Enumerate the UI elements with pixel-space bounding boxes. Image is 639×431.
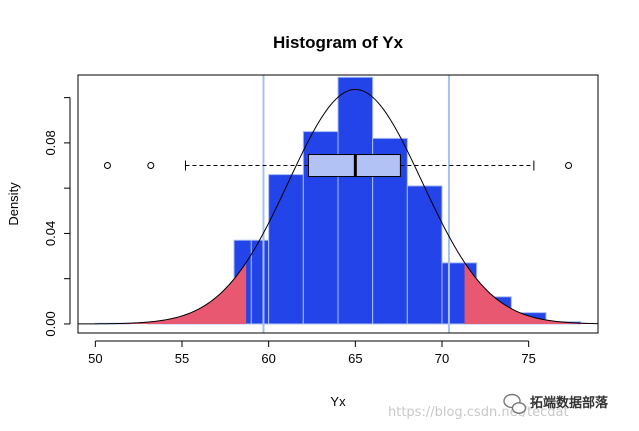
chart-title: Histogram of Yx — [273, 33, 404, 52]
histogram-bar — [406, 185, 443, 325]
boxplot — [103, 154, 573, 178]
density-curve — [77, 88, 599, 325]
x-tick-label: 70 — [435, 351, 449, 366]
y-tick-label: 0.04 — [43, 221, 58, 246]
left-tail-region — [78, 262, 247, 324]
boxplot-outlier — [103, 162, 111, 170]
x-tick-label: 55 — [175, 351, 189, 366]
density-curve-layer — [77, 88, 599, 325]
watermark: https://blog.csdn.net/tecdat 拓端数据部落 — [388, 393, 609, 420]
x-tick-label: 65 — [348, 351, 362, 366]
boxplot-outlier — [147, 162, 155, 170]
right-tail-region — [464, 262, 598, 324]
x-tick-label: 75 — [521, 351, 535, 366]
histogram-bar — [268, 174, 304, 325]
tail-regions — [78, 262, 598, 324]
histogram-bar — [337, 76, 374, 325]
y-axis: 0.00 0.04 0.08 — [43, 97, 71, 337]
x-axis: 50 55 60 65 70 75 — [88, 340, 536, 366]
x-tick-label: 60 — [261, 351, 275, 366]
y-tick-label: 0.00 — [43, 311, 58, 336]
x-axis-label: Yx — [330, 394, 346, 409]
reference-lines — [262, 75, 450, 333]
watermark-brand: 拓端数据部落 — [530, 395, 609, 411]
y-tick-label: 0.08 — [43, 130, 58, 155]
histogram-bar — [250, 239, 270, 325]
wechat-icon — [503, 393, 527, 414]
x-tick-label: 50 — [88, 351, 102, 366]
boxplot-outlier — [565, 162, 573, 170]
plot-frame — [77, 74, 599, 334]
y-axis-label: Density — [6, 182, 21, 226]
histogram-bars — [94, 76, 582, 325]
